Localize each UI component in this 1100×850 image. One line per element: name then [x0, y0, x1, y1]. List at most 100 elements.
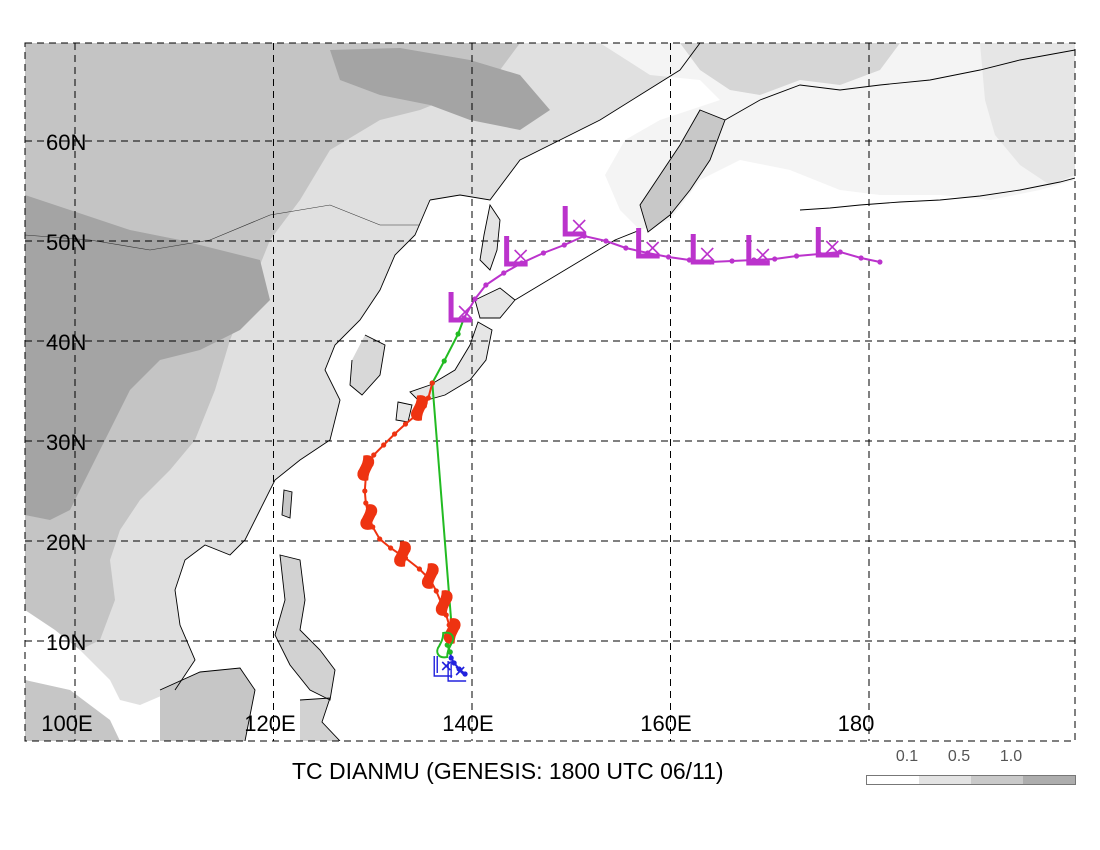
track-point — [451, 660, 457, 666]
land-asia-mid — [25, 43, 520, 650]
coast-kurils — [514, 229, 641, 301]
land-asia-dark-north — [330, 48, 550, 130]
track-point — [877, 259, 883, 265]
map-frame — [24, 42, 1076, 742]
track-point — [793, 253, 800, 259]
longitude-labels: 100E 120E 140E 160E 180 — [41, 711, 874, 736]
track-point — [441, 358, 447, 364]
track-point — [858, 255, 864, 261]
lon-label-180: 180 — [838, 711, 875, 736]
japan-kyushu — [396, 402, 412, 422]
lon-label-160e: 160E — [640, 711, 691, 736]
legend-swatch — [971, 776, 1023, 784]
coast-korea — [349, 334, 386, 396]
lat-label-60: 60N — [46, 130, 86, 155]
typhoon-icon — [435, 590, 453, 616]
typhoon-icon — [443, 618, 461, 644]
lat-label-20: 20N — [46, 530, 86, 555]
sumatra — [25, 680, 120, 741]
taiwan — [282, 490, 292, 518]
track-point — [416, 566, 422, 572]
track-point — [772, 256, 778, 262]
coast-sakhalin — [479, 203, 501, 271]
legend-tick-high: 1.0 — [999, 748, 1023, 765]
extratropical-low-icon — [448, 292, 473, 323]
lon-label-120e: 120E — [244, 711, 295, 736]
borneo — [160, 668, 255, 741]
typhoon-icon — [411, 395, 428, 421]
typhoon-icon — [394, 541, 411, 567]
graticule — [25, 43, 1075, 741]
track-point — [444, 642, 450, 648]
lat-label-50: 50N — [46, 230, 86, 255]
map-title-text: TC DIANMU (GENESIS: 1800 UTC 06/11) — [292, 758, 724, 784]
track-point — [472, 296, 478, 302]
sulawesi — [300, 698, 340, 741]
coast-philippines — [274, 554, 336, 701]
alaska — [980, 43, 1075, 185]
track-point — [377, 536, 383, 542]
track-point — [483, 282, 489, 288]
legend-swatch — [919, 776, 971, 784]
land-asia-dark — [25, 195, 270, 520]
shading-legend: 0.1 0.5 1.0 — [866, 748, 1076, 788]
tropical-depression-icon — [433, 656, 453, 677]
coast-taiwan — [281, 489, 293, 519]
track-point — [433, 588, 439, 594]
lat-label-30: 30N — [46, 430, 86, 455]
coast-hokkaido — [474, 287, 516, 319]
legend-color-bar — [866, 775, 1076, 785]
coast-okhotsk — [429, 43, 701, 201]
legend-swatch — [867, 776, 919, 784]
coast-asia — [174, 199, 431, 691]
extratropical-low-icon — [636, 228, 660, 259]
extratropical-low-icon — [504, 236, 528, 267]
coast-inner-border — [25, 204, 420, 251]
coast-sulawesi — [299, 697, 341, 741]
legend-tick-low: 0.1 — [895, 748, 919, 765]
track-point — [501, 270, 507, 276]
track-symbols — [357, 206, 840, 682]
coast-aleutians — [799, 177, 1075, 211]
lon-label-140e: 140E — [442, 711, 493, 736]
track-point — [381, 442, 387, 448]
track-point — [603, 238, 609, 244]
korea — [350, 335, 385, 395]
coast-kamchatka — [639, 109, 726, 233]
extratropical-low-icon — [690, 234, 715, 265]
typhoon-icon — [357, 455, 375, 481]
track-point — [402, 421, 409, 427]
track-point — [388, 545, 394, 551]
extratropical-low-icon — [815, 227, 840, 258]
tropical-depression-icon — [447, 661, 467, 682]
track-point — [561, 242, 567, 248]
philippines — [275, 555, 335, 700]
track-point — [686, 257, 692, 263]
coast-far-east — [724, 49, 1075, 121]
track-point — [623, 245, 629, 251]
tropical-storm-icon — [436, 631, 455, 659]
track-point — [371, 452, 377, 458]
extratropical-low-icon — [746, 235, 770, 266]
land-far-east — [600, 43, 1075, 230]
lon-label-100e: 100E — [41, 711, 92, 736]
track-point — [665, 254, 672, 260]
land-far-east-shade — [680, 43, 900, 95]
typhoon-icon — [360, 504, 378, 530]
track-point — [729, 258, 735, 264]
lat-label-10: 10N — [46, 630, 86, 655]
track-point — [363, 500, 369, 506]
track-point — [362, 488, 368, 494]
lat-label-40: 40N — [46, 330, 86, 355]
legend-swatch — [1023, 776, 1075, 784]
track-point — [448, 655, 454, 661]
extratropical-low-icon — [562, 206, 587, 237]
coastlines — [25, 43, 1075, 741]
typhoon-icon — [421, 563, 439, 589]
track-point — [540, 250, 547, 256]
latitude-labels: 60N 50N 40N 30N 20N 10N — [46, 130, 86, 655]
track-point — [429, 380, 435, 386]
track-point — [455, 331, 461, 337]
track-point — [391, 431, 398, 437]
